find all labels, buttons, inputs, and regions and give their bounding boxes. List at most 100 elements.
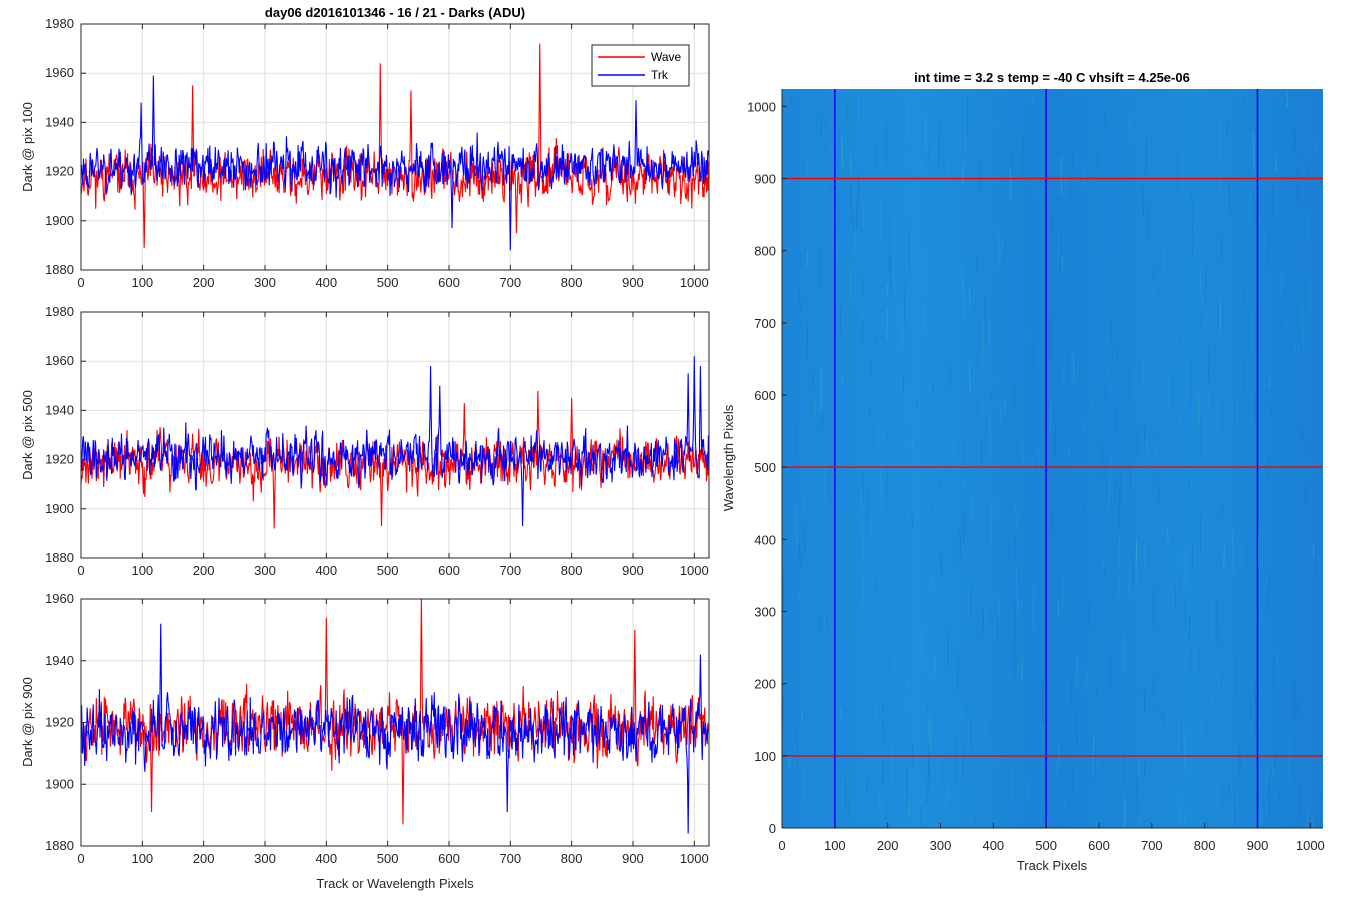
x-tick-label: 700 <box>1141 838 1163 853</box>
heatmap-streak <box>958 529 961 537</box>
heatmap-streak <box>957 655 959 691</box>
x-tick-label: 200 <box>877 838 899 853</box>
heatmap-xlabel: Track Pixels <box>1017 858 1088 873</box>
heatmap-streak <box>1062 577 1064 609</box>
heatmap-streak <box>1071 154 1073 167</box>
heatmap-streak <box>1142 187 1145 219</box>
x-tick-label: 0 <box>77 851 84 866</box>
heatmap-streak <box>1288 734 1291 780</box>
heatmap-ticks: 0 100 200 300 400 500 600 700 800 900 1000 0 100 200 3… <box>747 89 1325 853</box>
heatmap-streak <box>1070 673 1073 703</box>
x-tick-label: 200 <box>193 851 215 866</box>
heatmap-streak <box>802 769 805 804</box>
heatmap-streak <box>969 286 971 309</box>
x-tick-label: 700 <box>499 275 521 290</box>
heatmap-streak <box>1041 684 1044 725</box>
heatmap-streak <box>1032 582 1034 629</box>
heatmap-streak <box>1010 167 1012 203</box>
heatmap-streak <box>1072 767 1074 795</box>
heatmap-streak <box>1088 600 1090 627</box>
heatmap-streak <box>1105 364 1108 387</box>
heatmap-streak <box>798 289 801 312</box>
heatmap-streak <box>948 784 950 799</box>
heatmap-texture <box>782 89 1323 828</box>
x-tick-label: 800 <box>561 275 583 290</box>
heatmap-streak <box>796 726 799 772</box>
heatmap-streak <box>1189 646 1192 676</box>
x-tick-label: 500 <box>377 275 399 290</box>
y-tick-label: 1920 <box>45 452 74 467</box>
heatmap-streak <box>870 514 872 538</box>
heatmap-streak <box>890 257 892 297</box>
heatmap-streak <box>869 408 871 419</box>
heatmap-title: int time = 3.2 s temp = -40 C vhsift = 4… <box>914 70 1190 85</box>
heatmap-streak <box>1276 651 1278 666</box>
heatmap-streak <box>1143 683 1146 715</box>
heatmap-streak <box>1064 795 1066 807</box>
heatmap-streak <box>862 276 864 296</box>
heatmap-streak <box>820 114 823 140</box>
heatmap-streak <box>1242 96 1245 104</box>
subplot-1-ylabel: Dark @ pix 100 <box>20 102 35 192</box>
heatmap-streak <box>1243 364 1245 392</box>
heatmap-streak <box>1104 112 1106 129</box>
heatmap-streak <box>1266 763 1268 786</box>
y-tick-label: 900 <box>754 171 776 186</box>
heatmap-streak <box>870 361 872 377</box>
y-tick-label: 1900 <box>45 776 74 791</box>
heatmap-streak <box>1022 134 1024 179</box>
heatmap-streak <box>1147 204 1149 242</box>
heatmap-streak <box>945 634 948 664</box>
heatmap-streak <box>875 335 878 343</box>
heatmap-streak <box>1191 234 1193 257</box>
subplot-3-ticks: 0 100 200 300 400 500 600 700 800 900 1000 1880 1900… <box>45 591 709 866</box>
heatmap-marker-lines <box>782 89 1323 828</box>
x-tick-label: 900 <box>622 851 644 866</box>
heatmap-streak <box>1031 91 1033 104</box>
heatmap-streak <box>1211 692 1214 703</box>
heatmap-streak <box>1128 570 1130 596</box>
heatmap-streak <box>1049 397 1052 433</box>
heatmap-streak <box>916 397 918 407</box>
heatmap-streak <box>961 265 963 296</box>
heatmap-streak <box>1129 465 1131 490</box>
heatmap-streak <box>788 277 791 285</box>
heatmap-streak <box>1221 179 1223 206</box>
heatmap-streak <box>1257 770 1260 813</box>
heatmap-streak <box>1226 120 1229 135</box>
x-tick-label: 500 <box>377 851 399 866</box>
heatmap-streak <box>1217 670 1220 693</box>
subplot-1-series <box>80 43 709 251</box>
heatmap-streak <box>917 116 919 137</box>
heatmap-streak <box>820 368 822 410</box>
figure-title: day06 d2016101346 - 16 / 21 - Darks (ADU… <box>265 5 525 20</box>
legend-trk-label: Trk <box>651 68 669 82</box>
x-tick-label: 400 <box>315 275 337 290</box>
x-tick-label: 600 <box>438 563 460 578</box>
heatmap-streak <box>981 321 984 364</box>
heatmap-streak <box>806 323 809 359</box>
x-tick-label: 300 <box>254 851 276 866</box>
heatmap-streak <box>1252 131 1255 173</box>
heatmap-streak <box>991 391 993 403</box>
heatmap-streak <box>1042 724 1044 756</box>
heatmap-streak <box>984 720 987 736</box>
series-trk-line <box>80 623 709 834</box>
heatmap-streak <box>885 802 888 828</box>
x-tick-label: 100 <box>131 851 153 866</box>
heatmap-streak <box>911 441 913 450</box>
x-tick-label: 100 <box>824 838 846 853</box>
heatmap-streak <box>1177 809 1179 828</box>
heatmap-streak <box>1190 362 1192 405</box>
x-tick-label: 900 <box>622 563 644 578</box>
subplot-pix-900: 0 100 200 300 400 500 600 700 800 900 1000 1880 1900… <box>20 591 710 891</box>
heatmap-streak <box>953 439 956 477</box>
heatmap-streak <box>1085 669 1088 690</box>
heatmap-streak <box>1183 733 1186 769</box>
heatmap-streak <box>947 630 949 667</box>
y-tick-label: 1900 <box>45 501 74 516</box>
heatmap-streak <box>1128 369 1131 401</box>
x-tick-label: 100 <box>131 275 153 290</box>
heatmap-streak <box>907 99 909 141</box>
heatmap-streak <box>825 138 827 155</box>
